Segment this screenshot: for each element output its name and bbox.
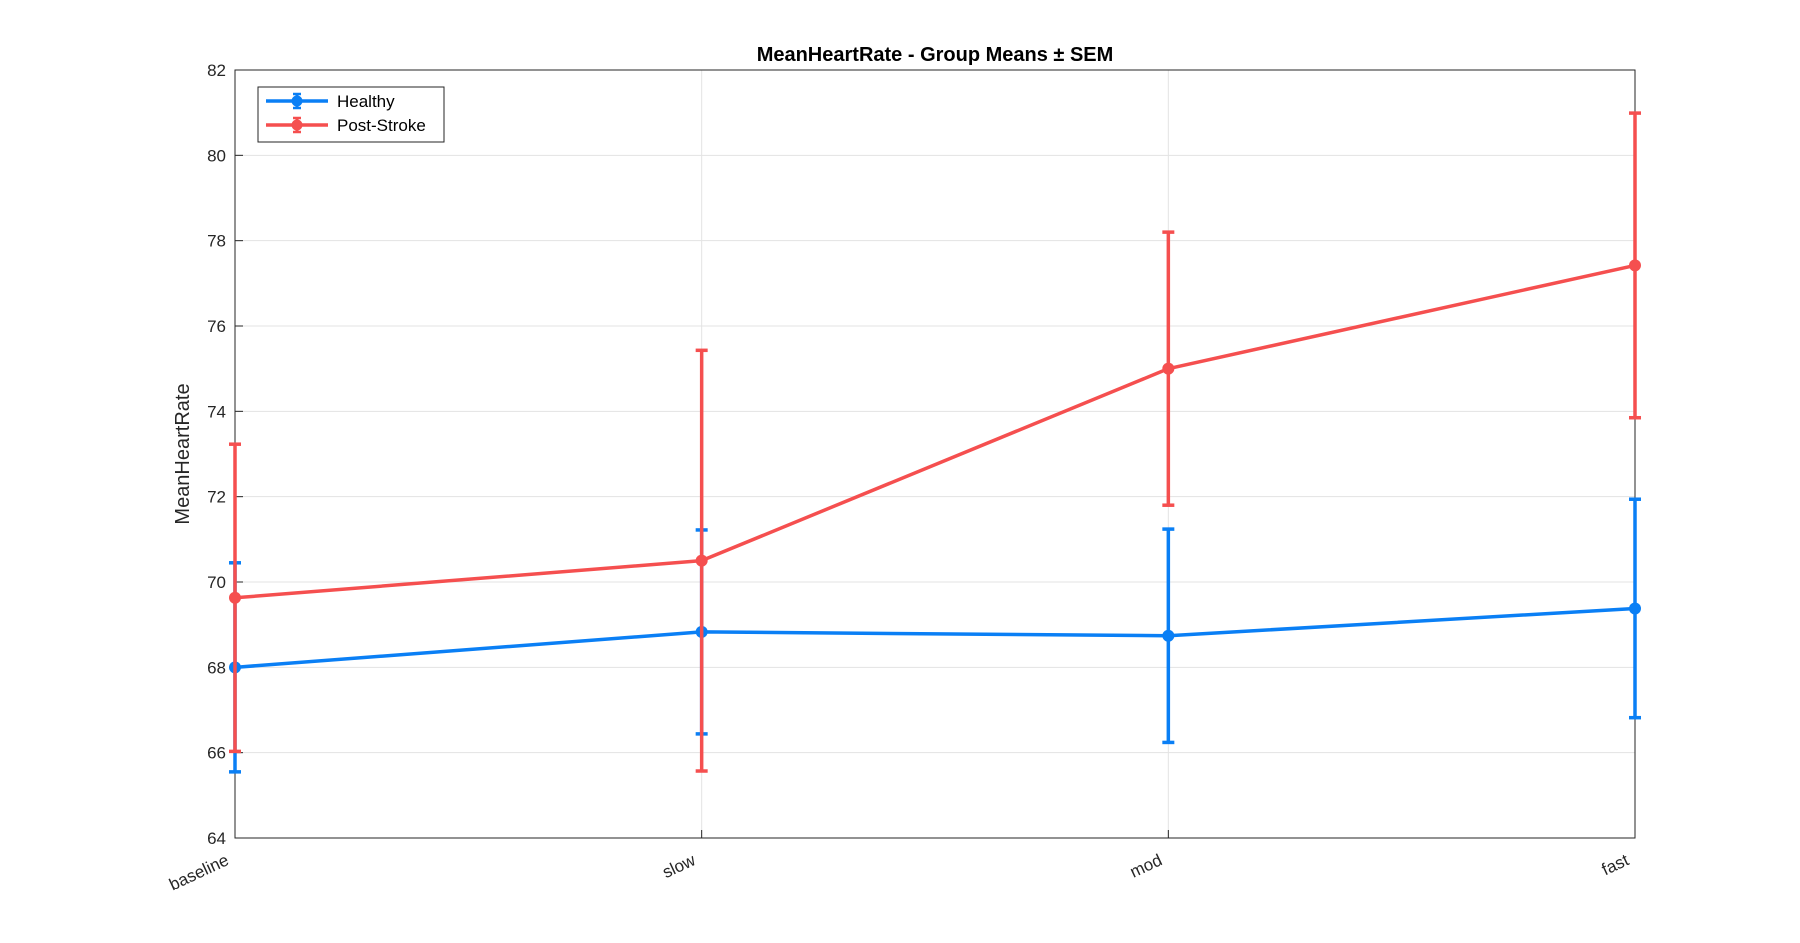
- y-tick-label: 72: [207, 488, 226, 507]
- x-tick-label: baseline: [166, 850, 231, 894]
- legend-marker: [291, 119, 303, 131]
- y-tick-label: 74: [207, 402, 226, 421]
- grid: [235, 70, 1635, 838]
- y-tick-label: 64: [207, 829, 226, 848]
- y-tick-label: 66: [207, 744, 226, 763]
- data-point: [1629, 259, 1641, 272]
- y-tick-label: 68: [207, 658, 226, 677]
- legend-label: Healthy: [337, 92, 395, 111]
- data-point: [1629, 602, 1641, 615]
- legend-marker: [291, 95, 303, 107]
- x-axis-ticks: baseline slow mod fast: [166, 830, 1636, 894]
- x-tick-label: slow: [659, 850, 699, 882]
- plot-area-frame: [234, 69, 1636, 839]
- y-tick-label: 76: [207, 317, 226, 336]
- legend-box: [257, 86, 445, 143]
- y-tick-label: 82: [207, 61, 226, 80]
- legend-entries: Healthy Post-Stroke: [266, 92, 426, 135]
- y-tick-label: 80: [207, 146, 226, 165]
- y-tick-label: 70: [207, 573, 226, 592]
- series-healthy: [229, 497, 1641, 774]
- chart-title: MeanHeartRate - Group Means ± SEM: [757, 44, 1114, 66]
- data-point: [229, 591, 241, 604]
- x-tick-label: mod: [1127, 850, 1165, 881]
- data-point: [695, 554, 708, 567]
- series-line: [234, 606, 1636, 670]
- series: [229, 111, 1641, 774]
- data-point: [1162, 362, 1175, 375]
- series-line: [234, 263, 1636, 600]
- series-post-stroke: [229, 111, 1641, 773]
- legend-label: Post-Stroke: [337, 116, 426, 135]
- data-point: [1162, 629, 1175, 642]
- x-tick-label: fast: [1599, 850, 1632, 879]
- y-axis-label: MeanHeartRate: [172, 383, 194, 524]
- y-tick-label: 78: [207, 232, 226, 251]
- legend: Healthy Post-Stroke: [257, 86, 445, 143]
- y-axis-ticks: 64 66 68 70 72 74 76 78 80 82: [207, 61, 243, 848]
